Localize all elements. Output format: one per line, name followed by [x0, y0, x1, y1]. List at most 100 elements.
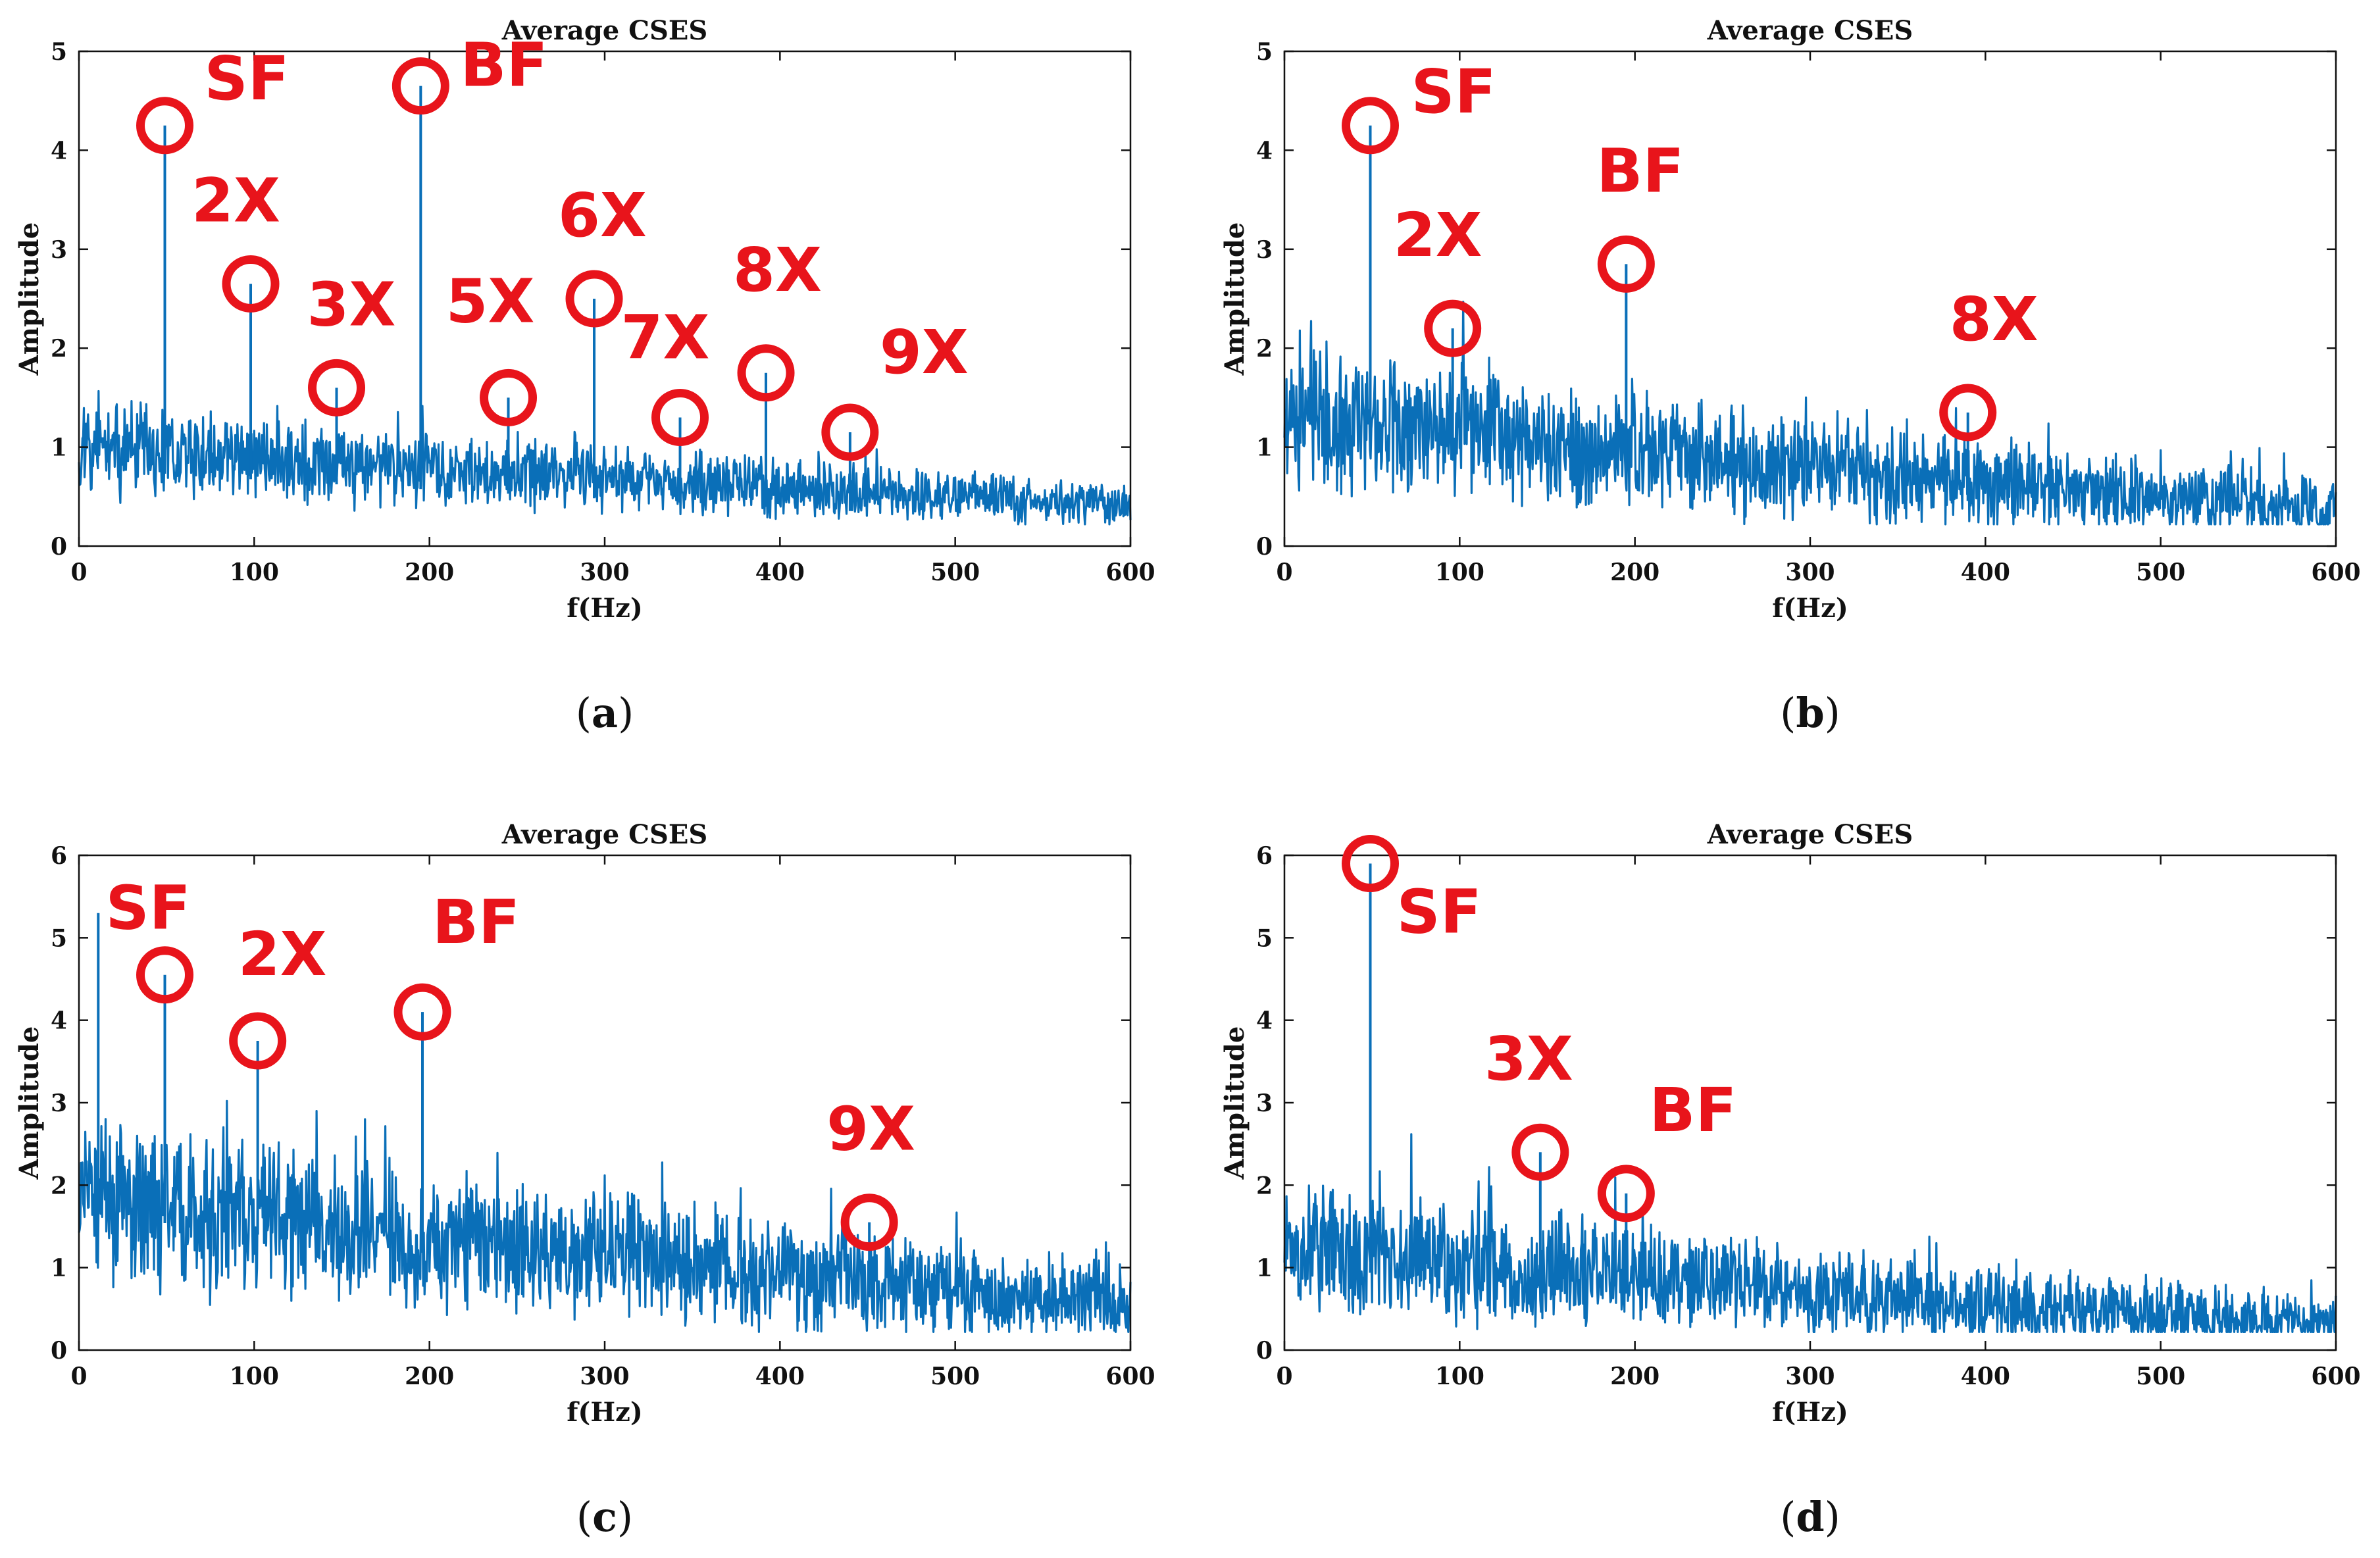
x-tick-label-b-0: 0	[1276, 559, 1292, 586]
x-tick-label-a-100: 100	[230, 559, 279, 586]
chart-panel-b: 0 100 200 300 400 500 600 0 1 2 3 4 5 Average CSES f(H…	[1219, 15, 2361, 737]
chart-title-b: Average CSES	[1707, 15, 1913, 46]
annotation-circle-b-sf	[1342, 97, 1400, 155]
subfigure-letter-b: b	[1796, 689, 1824, 737]
annotation-label-a-6x: 6X	[558, 180, 647, 251]
y-tick-label-c-6: 6	[51, 842, 67, 870]
subfigure-label-b: (b)	[1780, 689, 1840, 737]
annotation-label-a-sf: SF	[205, 43, 290, 114]
annotation-label-a-5x: 5X	[446, 266, 535, 336]
y-tick-label-a-3: 3	[51, 236, 67, 264]
y-tick-label-a-5: 5	[51, 38, 67, 66]
subfigure-label-d: (d)	[1780, 1493, 1840, 1541]
x-axis-label-b: f(Hz)	[1772, 593, 1848, 624]
annotation-circle-a-5x	[480, 368, 538, 426]
y-tick-label-c-0: 0	[51, 1337, 67, 1365]
y-tick-label-c-3: 3	[51, 1090, 67, 1117]
annotation-circle-a-sf	[136, 97, 194, 155]
annotation-label-d-sf: SF	[1397, 877, 1482, 947]
annotation-label-c-2x: 2X	[238, 919, 327, 990]
x-axis-label-a: f(Hz)	[567, 593, 643, 624]
annotation-label-d-bf: BF	[1649, 1075, 1736, 1145]
y-tick-label-d-5: 5	[1256, 924, 1273, 952]
subfigure-letter-d: d	[1796, 1493, 1824, 1541]
subfigure-letter-a: a	[592, 689, 618, 737]
y-axis-label-c: Amplitude	[14, 1026, 45, 1180]
y-tick-label-d-4: 4	[1256, 1007, 1273, 1035]
annotation-circle-a-7x	[651, 388, 709, 446]
subfigure-label-c: (c)	[576, 1493, 633, 1541]
annotation-label-b-sf: SF	[1411, 57, 1496, 127]
x-tick-label-d-100: 100	[1435, 1363, 1484, 1390]
y-tick-label-c-1: 1	[51, 1255, 67, 1282]
x-tick-label-a-400: 400	[755, 559, 805, 586]
annotation-label-c-9x: 9X	[826, 1094, 915, 1165]
series-line-b	[1283, 301, 2337, 526]
x-axis-label-c: f(Hz)	[567, 1397, 643, 1428]
annotation-circle-b-2x	[1424, 299, 1482, 357]
annotation-label-c-sf: SF	[106, 873, 191, 943]
annotation-label-a-7x: 7X	[621, 302, 710, 372]
chart-panel-a: 0 100 200 300 400 500 600 0 1 2 3 4 5 Average CSES f(H…	[14, 15, 1155, 737]
annotation-label-a-bf: BF	[460, 30, 547, 101]
annotation-label-a-9x: 9X	[880, 317, 969, 388]
chart-panel-c: 0 100 200 300 400 500 600 0 1 2 3 4 5 6 Average CSES f(…	[14, 819, 1155, 1541]
x-tick-label-c-200: 200	[405, 1363, 454, 1390]
annotation-circle-b-8x	[1939, 384, 1997, 441]
annotation-circle-b-bf	[1597, 235, 1655, 293]
y-tick-label-b-0: 0	[1256, 533, 1273, 561]
y-axis-label-b: Amplitude	[1219, 222, 1250, 376]
x-tick-label-a-200: 200	[405, 559, 454, 586]
x-tick-label-b-400: 400	[1961, 559, 2010, 586]
y-tick-label-a-2: 2	[51, 335, 67, 363]
x-tick-label-b-500: 500	[2136, 559, 2185, 586]
x-tick-label-d-200: 200	[1610, 1363, 1659, 1390]
y-tick-label-b-2: 2	[1256, 335, 1273, 363]
annotation-circle-c-sf	[136, 946, 194, 1004]
annotation-label-a-8x: 8X	[733, 235, 822, 305]
annotation-circle-a-6x	[565, 270, 623, 328]
annotation-circle-a-3x	[308, 359, 366, 416]
chart-panel-d: 0 100 200 300 400 500 600 0 1 2 3 4 5 6 Average CSES f(…	[1219, 819, 2361, 1541]
subfigure-letter-c: c	[592, 1493, 617, 1541]
x-tick-label-b-100: 100	[1435, 559, 1484, 586]
x-tick-label-a-0: 0	[70, 559, 87, 586]
y-tick-label-b-4: 4	[1256, 137, 1273, 164]
y-tick-label-c-2: 2	[51, 1172, 67, 1199]
chart-title-a: Average CSES	[501, 15, 708, 46]
y-tick-label-a-1: 1	[51, 434, 67, 462]
x-tick-label-d-600: 600	[2311, 1363, 2360, 1390]
y-tick-label-d-1: 1	[1256, 1255, 1273, 1282]
y-tick-label-d-6: 6	[1256, 842, 1273, 870]
x-tick-label-a-500: 500	[930, 559, 980, 586]
x-tick-label-c-100: 100	[230, 1363, 279, 1390]
x-tick-label-a-300: 300	[580, 559, 629, 586]
x-tick-label-c-500: 500	[930, 1363, 980, 1390]
annotation-label-b-bf: BF	[1596, 136, 1684, 206]
annotation-circle-c-9x	[840, 1194, 898, 1251]
annotation-circle-d-bf	[1597, 1165, 1655, 1222]
y-axis-label-a: Amplitude	[14, 222, 45, 376]
annotation-label-a-2x: 2X	[191, 165, 280, 236]
x-tick-label-b-200: 200	[1610, 559, 1659, 586]
y-tick-label-c-4: 4	[51, 1007, 67, 1035]
chart-title-c: Average CSES	[501, 819, 708, 850]
y-tick-label-d-2: 2	[1256, 1172, 1273, 1199]
y-tick-label-a-0: 0	[51, 533, 67, 561]
series-line-c	[78, 1099, 1132, 1334]
x-tick-label-b-300: 300	[1785, 559, 1835, 586]
y-tick-label-b-5: 5	[1256, 38, 1273, 66]
x-tick-label-d-400: 400	[1961, 1363, 2010, 1390]
annotation-circle-d-sf	[1342, 835, 1400, 893]
annotation-label-c-bf: BF	[432, 887, 520, 957]
subfigure-label-a: (a)	[576, 689, 634, 737]
annotation-circle-d-3x	[1511, 1123, 1569, 1181]
x-axis-label-d: f(Hz)	[1772, 1397, 1848, 1428]
annotation-circle-a-9x	[821, 403, 879, 461]
y-tick-label-d-0: 0	[1256, 1337, 1273, 1365]
x-tick-label-b-600: 600	[2311, 559, 2360, 586]
annotation-circle-c-2x	[229, 1012, 287, 1070]
x-tick-label-d-0: 0	[1276, 1363, 1292, 1390]
x-tick-label-c-300: 300	[580, 1363, 629, 1390]
